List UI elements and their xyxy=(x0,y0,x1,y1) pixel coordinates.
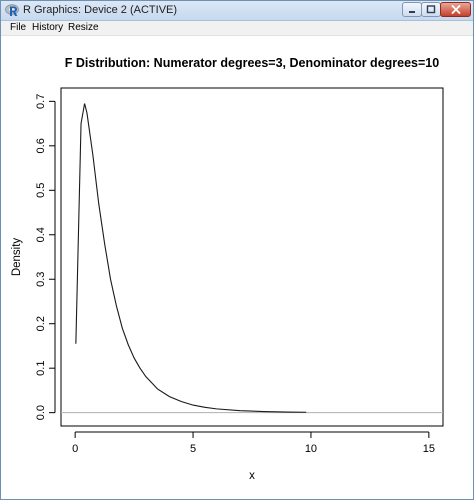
close-icon xyxy=(451,5,460,14)
density-line xyxy=(75,103,307,413)
x-tick-label: 15 xyxy=(423,443,435,455)
y-tick-label: 0.1 xyxy=(35,361,47,376)
menu-history[interactable]: History xyxy=(32,22,64,33)
y-tick-label: 0.3 xyxy=(35,272,47,287)
menu-resize[interactable]: Resize xyxy=(68,22,99,33)
x-tick-label: 5 xyxy=(190,443,196,455)
menu-file[interactable]: File xyxy=(10,22,27,33)
x-tick-label: 0 xyxy=(72,443,78,455)
window-title: R Graphics: Device 2 (ACTIVE) xyxy=(23,4,178,16)
close-button[interactable] xyxy=(440,2,471,17)
y-axis: 0.0 0.1 0.2 0.3 0.4 0.5 0.6 0.7 xyxy=(35,94,56,420)
maximize-button[interactable] xyxy=(421,2,441,17)
y-tick-label: 0.5 xyxy=(35,183,47,198)
y-tick-label: 0.4 xyxy=(35,227,47,242)
plot-frame xyxy=(60,87,444,427)
y-tick-label: 0.2 xyxy=(35,316,47,331)
f-density-chart: F Distribution: Numerator degrees=3, Den… xyxy=(11,56,444,482)
menu-bar: File History Resize xyxy=(1,21,473,36)
minimize-button[interactable] xyxy=(402,2,422,17)
chart-title: F Distribution: Numerator degrees=3, Den… xyxy=(65,56,439,70)
y-tick-label: 0.7 xyxy=(35,94,47,109)
y-axis-label: Density xyxy=(11,238,23,277)
r-logo-icon xyxy=(5,4,19,16)
title-bar[interactable]: R Graphics: Device 2 (ACTIVE) xyxy=(1,1,473,21)
x-axis: 0 5 10 15 xyxy=(72,431,435,455)
x-axis-label: x xyxy=(249,470,255,482)
y-tick-label: 0.0 xyxy=(35,405,47,420)
x-tick-label: 10 xyxy=(305,443,317,455)
y-tick-label: 0.6 xyxy=(35,138,47,153)
plot-area: F Distribution: Numerator degrees=3, Den… xyxy=(1,36,473,499)
maximize-icon xyxy=(426,5,436,14)
minimize-icon xyxy=(409,10,415,13)
